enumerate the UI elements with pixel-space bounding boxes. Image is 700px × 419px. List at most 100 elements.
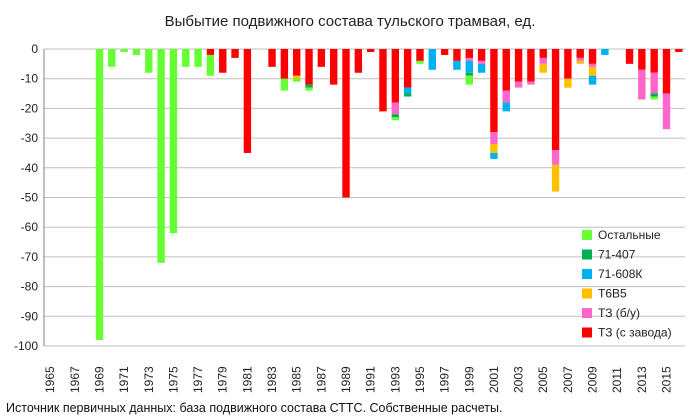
bar-segment [157,49,165,263]
bar-segment [477,63,486,73]
bar-segment [650,96,658,100]
bar-segment [588,63,597,67]
bar-segment [453,49,461,61]
bar-segment [588,49,597,64]
y-tick-label: -30 [21,131,39,145]
y-tick-label: -70 [21,250,39,264]
y-tick-label: -80 [21,280,39,294]
bar-segment [490,132,498,145]
bar-segment [108,49,116,67]
grid-lines [44,48,685,347]
bar-segment [662,49,671,94]
bar-segment [662,93,671,130]
bar-segment [391,114,400,118]
bar-segment [638,49,646,70]
bar-segment [650,49,658,73]
legend-label: Т6В5 [598,287,627,301]
bar-segment [453,60,461,70]
bar-segment [514,49,523,82]
y-tick-label: -90 [21,309,39,323]
x-tick-label: 1993 [388,366,402,393]
bar-segment [576,49,584,58]
x-tick-label: 2009 [586,366,600,393]
bar-segment [280,78,289,91]
axes: 0 -10 -20 -30 -40 -50 -60 -70 -80 -90 -100 1965 1967… [14,42,674,393]
y-tick-label: -10 [21,72,39,86]
bar-segment [514,81,523,88]
bar-segment [194,49,202,67]
chart-title: Выбытие подвижного состава тульского тра… [165,13,536,30]
bar-segment [477,49,486,61]
bar-segment [366,49,375,52]
bar-segment [576,60,584,64]
bar-segment [403,49,412,88]
bar-segment [206,54,215,76]
bar-segment [539,63,547,73]
bar-segment [391,102,400,115]
bar-segment [465,75,473,85]
bar-segment [502,49,510,91]
bar-segment [403,93,412,97]
bar-segment [379,49,387,112]
y-tick-label: 0 [31,42,38,56]
bar-segment [416,49,424,61]
bar-segment [601,49,609,55]
x-tick-label: 1977 [191,366,205,393]
bar-segment [564,78,572,88]
bar-segment [465,72,473,76]
x-tick-label: 1967 [68,366,82,393]
bar-segment [305,49,313,85]
bar-segment [243,49,252,153]
bar-segment [206,49,215,55]
x-tick-label: 1997 [438,366,452,393]
x-tick-label: 1973 [142,366,156,393]
bar-segment [527,49,535,82]
bar-segment [305,87,313,91]
bar-segment [465,49,473,58]
bar-segment [231,49,239,58]
y-tick-label: -20 [21,101,39,115]
y-tick-label: -100 [14,339,38,353]
x-tick-label: 2005 [536,366,550,393]
bar-segment [169,49,178,234]
bar-segment [120,49,128,52]
bar-segment [539,49,547,58]
bar-segment [551,49,560,150]
bar-segment [293,75,301,79]
x-tick-label: 1991 [364,366,378,393]
x-tick-label: 1983 [265,366,279,393]
x-tick-label: 1995 [413,366,427,393]
y-tick-label: -60 [21,220,39,234]
bar-segment [490,144,498,153]
legend-swatch [582,230,592,240]
bar-segment [588,75,597,85]
bar-segment [342,49,350,198]
bar-segment [502,102,510,112]
legend-label: ТЗ (с завода) [598,326,672,340]
bar-segment [539,57,547,64]
legend: Остальные 71-407 71-608К Т6В5 ТЗ (б/у) ТЗ (с … [582,228,672,340]
bar-segment [465,60,473,73]
bar-segment [132,49,141,55]
bar-segment [219,49,227,73]
bar-segment [182,49,190,67]
bar-segment [293,49,301,76]
bar-segment [317,49,326,67]
bar-segment [354,49,363,73]
x-tick-label: 2013 [635,366,649,393]
bar-segment [329,49,338,85]
bar-segment [564,49,572,79]
bar-segment [145,49,153,73]
bar-segment [280,49,289,79]
y-tick-label: -40 [21,161,39,175]
bar-segment [675,49,683,52]
x-tick-label: 1985 [290,366,304,393]
bar-segment [477,60,486,64]
bar-segment [416,60,424,64]
bar-segment [428,49,436,70]
legend-swatch [582,249,592,260]
legend-swatch [582,308,592,318]
legend-label: ТЗ (б/у) [598,306,640,320]
x-tick-label: 1965 [43,366,57,393]
